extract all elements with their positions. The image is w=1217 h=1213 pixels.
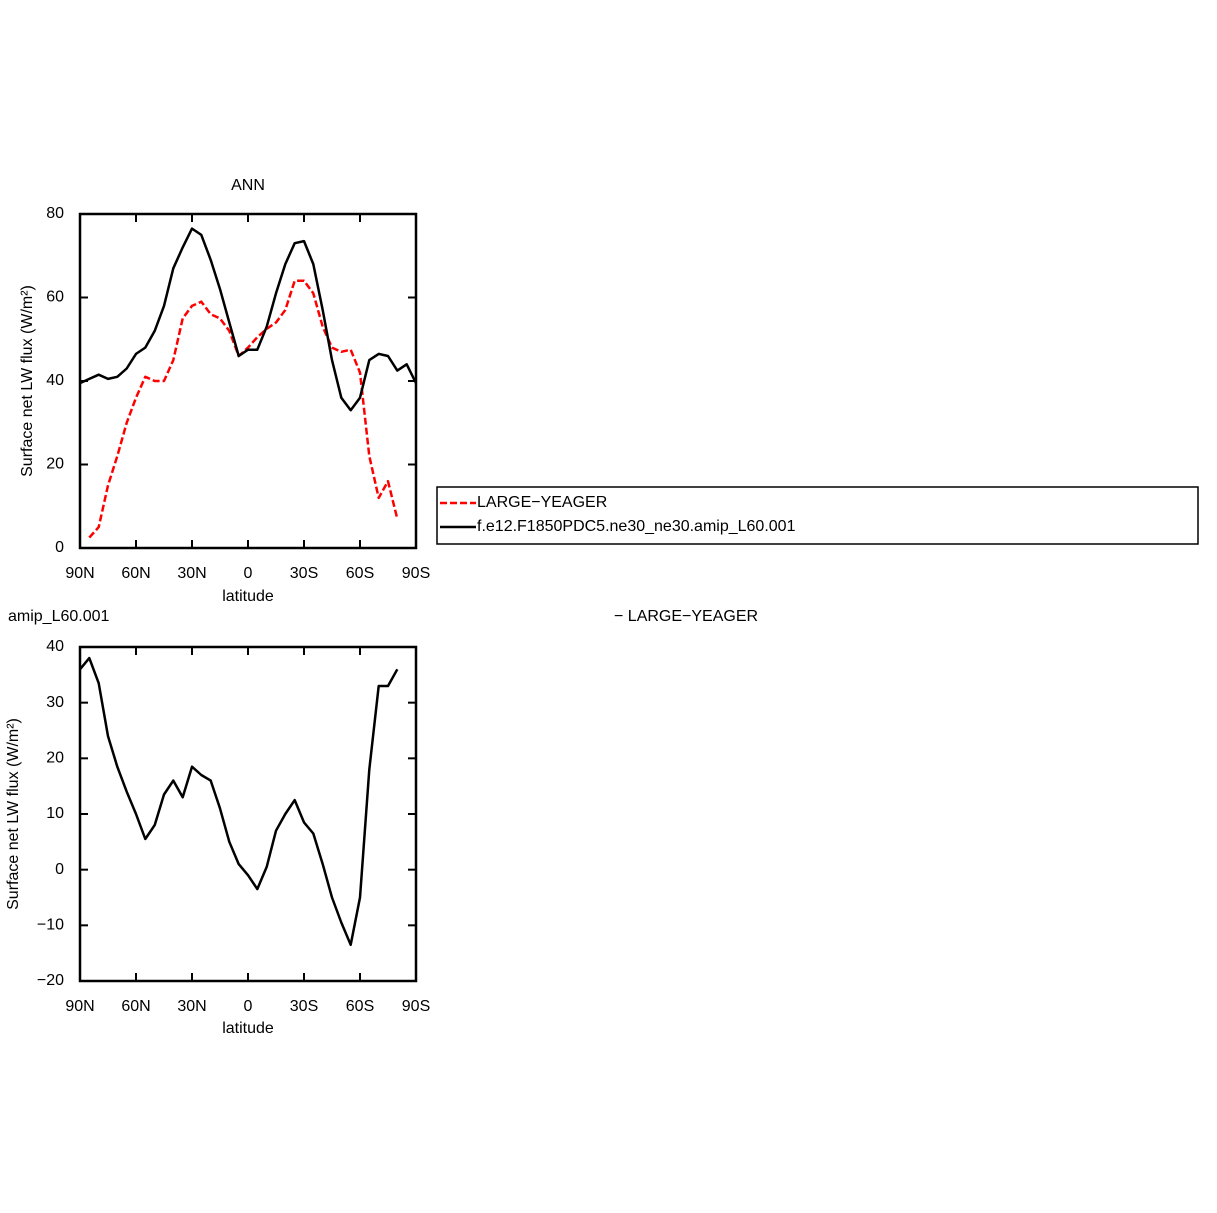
x-tick-label: 90N [65, 998, 94, 1015]
y-tick-label: −20 [37, 972, 64, 989]
x-tick-label: 30S [290, 998, 318, 1015]
x-axis-label: latitude [222, 588, 274, 605]
y-axis-label: Surface net LW flux (W/m²) [19, 285, 36, 477]
x-tick-label: 0 [244, 565, 253, 582]
x-tick-label: 0 [244, 998, 253, 1015]
x-tick-label: 30S [290, 565, 318, 582]
y-tick-label: 40 [46, 372, 64, 389]
x-tick-label: 60N [121, 565, 150, 582]
y-tick-label: 0 [55, 539, 64, 556]
x-axis-label: latitude [222, 1020, 274, 1037]
plot-frame [78, 645, 418, 983]
chart-title: amip_L60.001 [8, 608, 110, 625]
y-tick-label: 20 [46, 456, 64, 473]
annotation: − LARGE−YEAGER [614, 608, 758, 625]
y-axis-label: Surface net LW flux (W/m²) [5, 718, 22, 910]
y-tick-label: 30 [46, 694, 64, 711]
x-tick-label: 90N [65, 565, 94, 582]
x-tick-label: 90S [402, 565, 430, 582]
x-tick-label: 90S [402, 998, 430, 1015]
y-tick-label: 40 [46, 638, 64, 655]
y-tick-label: −10 [37, 917, 64, 934]
y-tick-label: 60 [46, 289, 64, 306]
chart-title: ANN [231, 177, 265, 194]
legend-box [436, 486, 1199, 545]
x-tick-label: 60S [346, 565, 374, 582]
x-tick-label: 30N [177, 565, 206, 582]
series-line [88, 279, 399, 539]
plot-frame [78, 212, 418, 550]
y-tick-label: 80 [46, 205, 64, 222]
legend-label: f.e12.F1850PDC5.ne30_ne30.amip_L60.001 [477, 518, 796, 535]
x-tick-label: 60S [346, 998, 374, 1015]
y-tick-label: 0 [55, 861, 64, 878]
legend-label: LARGE−YEAGER [477, 494, 607, 511]
y-tick-label: 10 [46, 805, 64, 822]
series-line [79, 656, 399, 947]
x-tick-label: 30N [177, 998, 206, 1015]
series-line [79, 227, 418, 412]
x-tick-label: 60N [121, 998, 150, 1015]
y-tick-label: 20 [46, 750, 64, 767]
